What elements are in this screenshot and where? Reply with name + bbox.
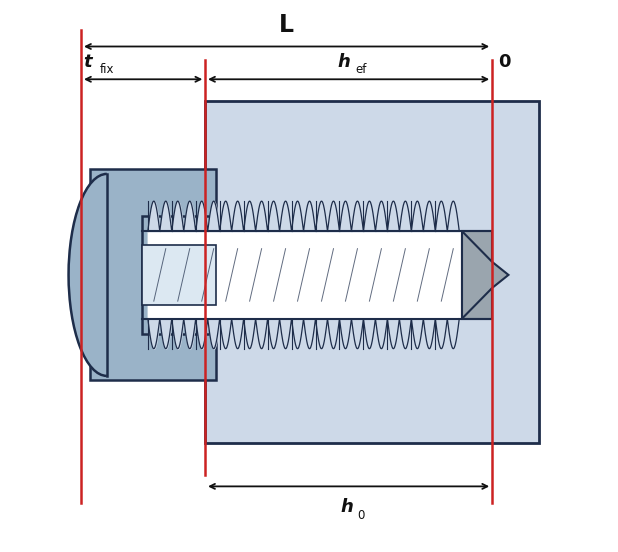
Bar [90, 169, 216, 380]
Bar [205, 101, 538, 443]
Text: ef: ef [355, 63, 366, 76]
Bar [142, 245, 216, 305]
Text: h: h [341, 498, 353, 517]
Text: 0: 0 [357, 509, 364, 522]
Bar [142, 231, 492, 319]
Text: L: L [279, 13, 294, 36]
Text: t: t [83, 52, 92, 71]
Bar [142, 216, 216, 334]
Bar [462, 231, 492, 319]
Polygon shape [69, 174, 107, 376]
Polygon shape [462, 231, 509, 319]
Text: fix: fix [99, 63, 114, 76]
Text: h: h [337, 52, 350, 71]
Text: 0: 0 [499, 52, 511, 71]
